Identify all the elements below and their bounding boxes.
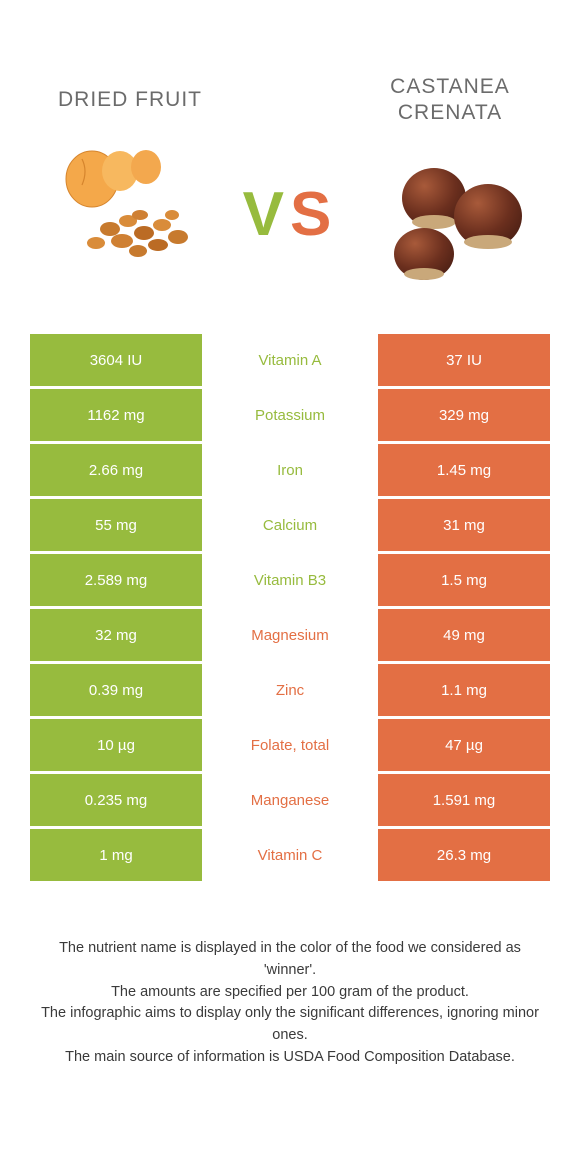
nutrient-label: Iron [202, 444, 378, 496]
value-right: 1.45 mg [378, 444, 550, 496]
value-left: 2.66 mg [30, 444, 202, 496]
value-left: 10 µg [30, 719, 202, 771]
nutrient-label: Folate, total [202, 719, 378, 771]
value-right: 26.3 mg [378, 829, 550, 881]
food-right-title: CASTANEA CRENATA [390, 74, 510, 127]
value-left: 2.589 mg [30, 554, 202, 606]
vs-s: S [290, 180, 337, 249]
table-row: 0.39 mgZinc1.1 mg [30, 664, 550, 716]
value-left: 55 mg [30, 499, 202, 551]
chestnut-icon [370, 154, 530, 284]
value-right: 1.5 mg [378, 554, 550, 606]
nutrient-label: Vitamin B3 [202, 554, 378, 606]
nutrient-label: Magnesium [202, 609, 378, 661]
footer-line: The infographic aims to display only the… [40, 1003, 540, 1047]
value-right: 49 mg [378, 609, 550, 661]
value-right: 329 mg [378, 389, 550, 441]
nutrient-label: Potassium [202, 389, 378, 441]
table-row: 2.66 mgIron1.45 mg [30, 444, 550, 496]
nutrient-label: Zinc [202, 664, 378, 716]
footer-notes: The nutrient name is displayed in the co… [0, 884, 580, 1069]
food-right: CASTANEA CRENATA [350, 74, 550, 285]
value-left: 0.235 mg [30, 774, 202, 826]
footer-line: The amounts are specified per 100 gram o… [40, 982, 540, 1004]
value-right: 37 IU [378, 334, 550, 386]
value-right: 47 µg [378, 719, 550, 771]
value-right: 1.1 mg [378, 664, 550, 716]
table-row: 55 mgCalcium31 mg [30, 499, 550, 551]
footer-line: The main source of information is USDA F… [40, 1047, 540, 1069]
nutrient-label: Vitamin C [202, 829, 378, 881]
food-left-title: DRIED FRUIT [58, 87, 202, 113]
nutrient-label: Calcium [202, 499, 378, 551]
table-row: 32 mgMagnesium49 mg [30, 609, 550, 661]
value-right: 1.591 mg [378, 774, 550, 826]
table-row: 1162 mgPotassium329 mg [30, 389, 550, 441]
footer-line: The nutrient name is displayed in the co… [40, 938, 540, 982]
value-left: 1 mg [30, 829, 202, 881]
vs-label: VS [243, 179, 338, 250]
value-left: 1162 mg [30, 389, 202, 441]
nutrient-table: 3604 IUVitamin A37 IU1162 mgPotassium329… [0, 334, 580, 881]
dried-fruit-icon [50, 141, 210, 271]
table-row: 1 mgVitamin C26.3 mg [30, 829, 550, 881]
table-row: 0.235 mgManganese1.591 mg [30, 774, 550, 826]
table-row: 10 µgFolate, total47 µg [30, 719, 550, 771]
table-row: 3604 IUVitamin A37 IU [30, 334, 550, 386]
nutrient-label: Manganese [202, 774, 378, 826]
food-left: DRIED FRUIT [30, 87, 230, 271]
header: DRIED FRUIT [0, 0, 580, 320]
vs-v: V [243, 180, 290, 249]
value-left: 3604 IU [30, 334, 202, 386]
value-left: 0.39 mg [30, 664, 202, 716]
nutrient-label: Vitamin A [202, 334, 378, 386]
value-left: 32 mg [30, 609, 202, 661]
value-right: 31 mg [378, 499, 550, 551]
table-row: 2.589 mgVitamin B31.5 mg [30, 554, 550, 606]
